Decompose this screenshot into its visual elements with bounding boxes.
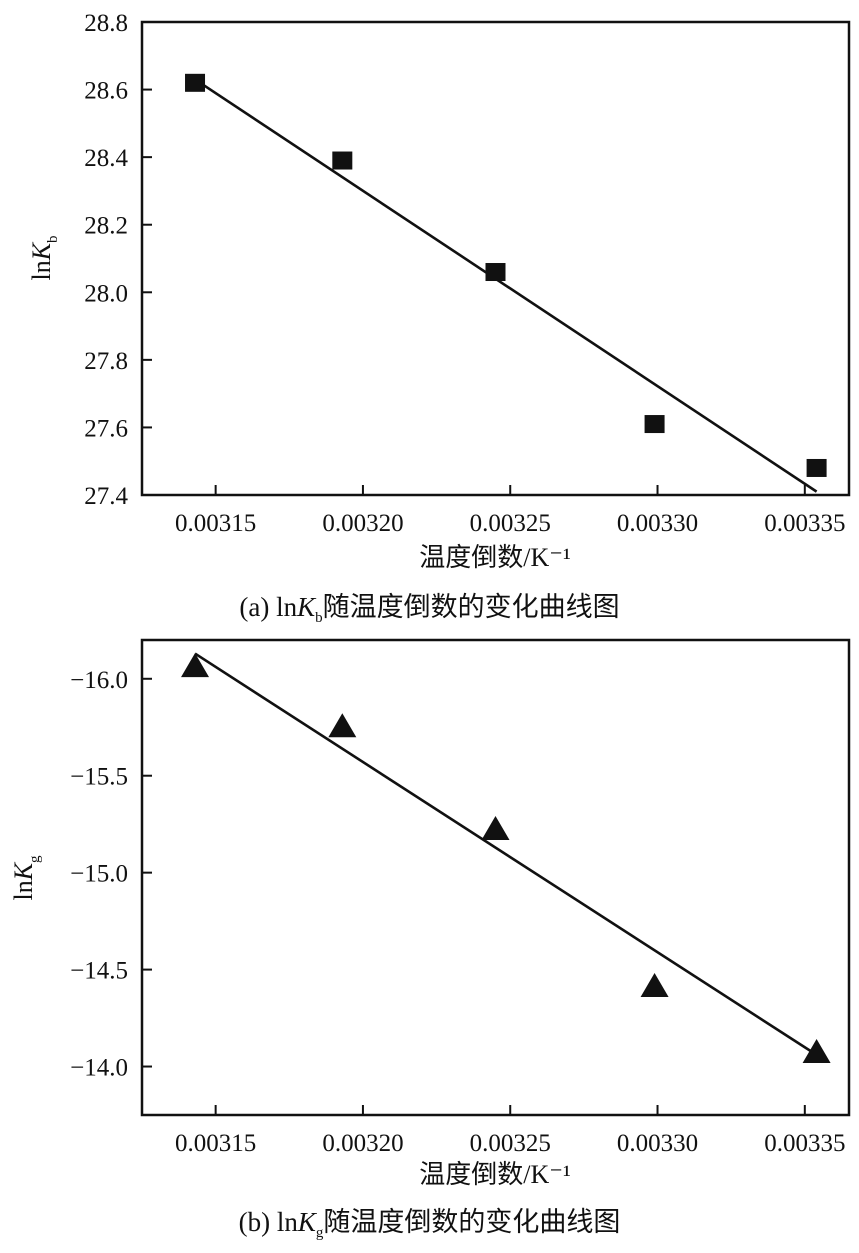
chart-b-x-axis-title: 温度倒数/K⁻¹	[419, 1160, 571, 1189]
chart-a-fit-line	[194, 78, 818, 493]
chart-b-y-tick-label: −16.0	[70, 667, 128, 694]
chart-a-x-tick-label: 0.00325	[470, 510, 551, 537]
chart-b-data-point	[640, 973, 669, 998]
caption-a: (a) lnKb随温度倒数的变化曲线图	[239, 592, 620, 626]
chart-b-y-tick-label: −15.5	[70, 764, 128, 791]
chart-a-y-tick-label: 27.8	[84, 348, 128, 375]
chart-a-x-tick-label: 0.00335	[764, 510, 845, 537]
chart-a-y-tick-label: 28.0	[84, 280, 128, 307]
chart-a-data-point	[185, 73, 206, 92]
chart-b-points	[181, 653, 831, 1063]
chart-a-data-point	[485, 263, 506, 282]
chart-b: 0.00315 0.00320 0.00325 0.00330 0.00335 −16.0…	[9, 638, 851, 1189]
chart-a-data-point	[644, 415, 665, 434]
chart-a-x-tick-label: 0.00320	[322, 510, 403, 537]
chart-b-data-point	[181, 653, 210, 678]
chart-b-frame-group	[140, 638, 851, 1117]
chart-b-fit-line	[194, 652, 818, 1056]
chart-a-x-axis-title: 温度倒数/K⁻¹	[419, 543, 571, 572]
chart-a-y-tick-label: 28.8	[84, 10, 128, 37]
chart-b-data-point	[802, 1038, 831, 1063]
chart-b-x-tick-label: 0.00325	[470, 1130, 551, 1157]
chart-b-fit-line-group	[194, 652, 818, 1056]
chart-b-data-point	[481, 816, 510, 840]
chart-a-y-tick-label: 28.4	[84, 145, 128, 172]
chart-a-data-point	[332, 151, 353, 170]
chart-b-y-axis-title: lnKg	[9, 855, 43, 901]
chart-a-data-point	[806, 458, 827, 477]
chart-a-y-tick-label: 28.2	[84, 213, 128, 240]
chart-b-ticks: 0.00315 0.00320 0.00325 0.00330 0.00335 −16.0…	[70, 667, 845, 1157]
chart-a-fit-line-group	[194, 78, 818, 493]
chart-a-x-tick-label: 0.00330	[617, 510, 698, 537]
chart-a-y-tick-label: 27.6	[84, 415, 128, 442]
chart-b-x-tick-label: 0.00320	[322, 1130, 403, 1157]
chart-b-plot-frame	[140, 638, 851, 1117]
chart-a-y-tick-label: 28.6	[84, 78, 128, 105]
chart-a-x-tick-label: 0.00315	[175, 510, 256, 537]
chart-b-x-tick-label: 0.00335	[764, 1130, 845, 1157]
chart-b-y-tick-label: −14.5	[70, 958, 128, 985]
chart-b-y-tick-label: −14.0	[70, 1055, 128, 1082]
chart-a: 0.00315 0.00320 0.00325 0.00330 0.00335 27.4 2…	[27, 10, 851, 572]
chart-a-plot-frame	[140, 20, 851, 497]
chart-b-y-tick-label: −15.0	[70, 861, 128, 888]
chart-a-points	[185, 73, 827, 477]
chart-b-data-point	[328, 713, 357, 738]
chart-a-ticks: 0.00315 0.00320 0.00325 0.00330 0.00335 27.4 2…	[84, 10, 845, 537]
chart-a-y-axis-title: lnKb	[27, 235, 61, 280]
chart-b-x-tick-label: 0.00315	[175, 1130, 256, 1157]
caption-b: (b) lnKg随温度倒数的变化曲线图	[238, 1207, 621, 1241]
chart-a-y-tick-label: 27.4	[84, 483, 128, 510]
chart-b-x-tick-label: 0.00330	[617, 1130, 698, 1157]
chart-a-frame-group	[140, 20, 851, 497]
